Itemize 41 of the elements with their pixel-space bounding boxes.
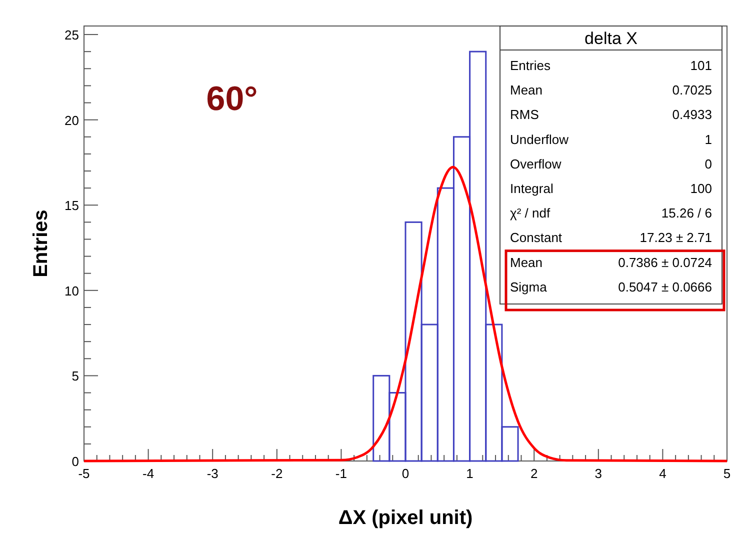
annotation: Overflow [510,156,562,172]
annotation: Underflow [510,132,570,147]
annotation: Sigma [510,279,548,294]
x-tick-label: -5 [78,466,90,481]
annotation: 0 [704,156,712,172]
x-axis-title: ΔX (pixel unit) [338,507,473,529]
annotation: Integral [510,181,554,196]
annotation: 15.26 / 6 [661,206,712,221]
x-tick-label: 3 [594,466,602,481]
annotation: 0.7386 ± 0.0724 [618,254,712,270]
y-tick-label: 20 [64,112,79,128]
annotation: 101 [690,58,712,73]
annotation: Mean [510,82,543,98]
annotation: Mean [510,254,543,270]
x-tick-label: 5 [723,466,731,481]
annotation: 0.7025 [672,82,712,98]
y-tick-label: 25 [64,28,79,43]
annotation: χ² / ndf [510,206,550,221]
annotation: RMS [510,107,540,122]
x-tick-label: 1 [466,466,474,481]
annotation: 1 [704,132,712,147]
annotation: 0.4933 [672,107,712,122]
annotation: 17.23 ± 2.71 [640,230,712,246]
y-tick-label: 0 [72,454,79,469]
x-tick-label: -2 [271,466,283,481]
x-tick-label: -4 [142,466,154,481]
y-tick-label: 15 [64,198,79,214]
y-tick-label: 10 [64,283,79,298]
x-tick-label: -1 [335,466,347,481]
x-tick-label: 0 [402,466,410,481]
annotation: 60° [206,80,258,118]
y-tick-label: 5 [72,368,79,384]
annotation: 0.5047 ± 0.0666 [618,279,712,294]
x-tick-label: 2 [530,466,538,481]
annotation: 100 [690,181,712,196]
annotation: Constant [510,230,562,246]
annotation: Entries [510,58,551,73]
x-tick-label: 4 [659,466,666,481]
annotation: delta X [584,29,638,48]
y-axis-title: Entries [30,210,52,278]
x-tick-label: -3 [206,466,218,481]
